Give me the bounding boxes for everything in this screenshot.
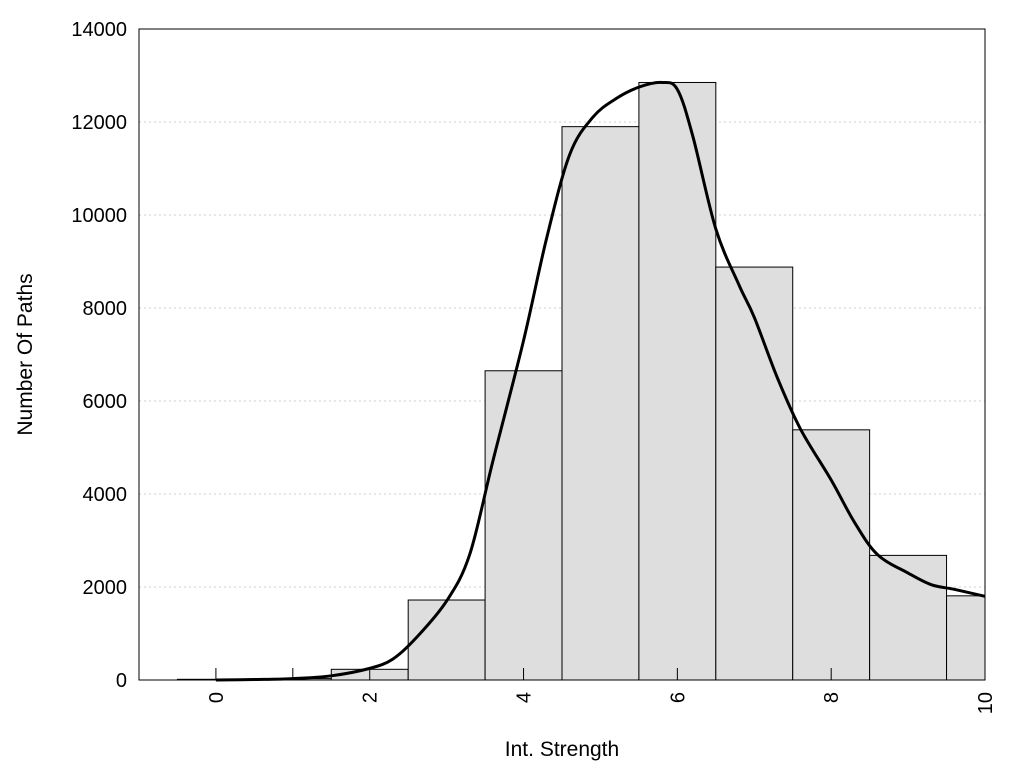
histogram-bar — [407, 599, 486, 681]
x-tick-label: 10 — [975, 692, 997, 714]
y-tick-label: 4000 — [83, 484, 128, 506]
bars — [176, 81, 986, 681]
y-tick-label: 14000 — [71, 19, 127, 41]
y-tick-label: 6000 — [83, 391, 128, 413]
y-tick-label: 0 — [116, 670, 127, 692]
fit-curve — [215, 80, 986, 682]
x-tick-label: 8 — [821, 692, 843, 703]
histogram-bar — [484, 370, 563, 681]
x-tick-label: 4 — [514, 692, 536, 703]
x-tick-label: 6 — [667, 692, 689, 703]
fit-curve-layer — [215, 80, 986, 682]
histogram-bar — [561, 126, 640, 681]
y-tick-label: 8000 — [83, 298, 128, 320]
x-tick-label: 2 — [360, 692, 382, 703]
y-tick-label: 2000 — [83, 577, 128, 599]
x-tick-label: 0 — [206, 692, 228, 703]
y-tick-label: 10000 — [71, 205, 127, 227]
y-axis-ticks: 0 2000 4000 6000 8000 10000 12000 14000 — [71, 19, 127, 692]
y-tick-label: 12000 — [71, 112, 127, 134]
histogram-bar — [715, 266, 794, 681]
histogram-bar — [638, 81, 717, 681]
x-axis-label: Int. Strength — [505, 738, 619, 761]
histogram-bar — [792, 429, 871, 681]
y-axis-label: Number Of Paths — [14, 273, 37, 435]
x-axis-ticks: 0 2 4 6 8 10 — [206, 668, 997, 714]
histogram-bar — [946, 595, 986, 681]
plot-frame — [138, 28, 986, 681]
